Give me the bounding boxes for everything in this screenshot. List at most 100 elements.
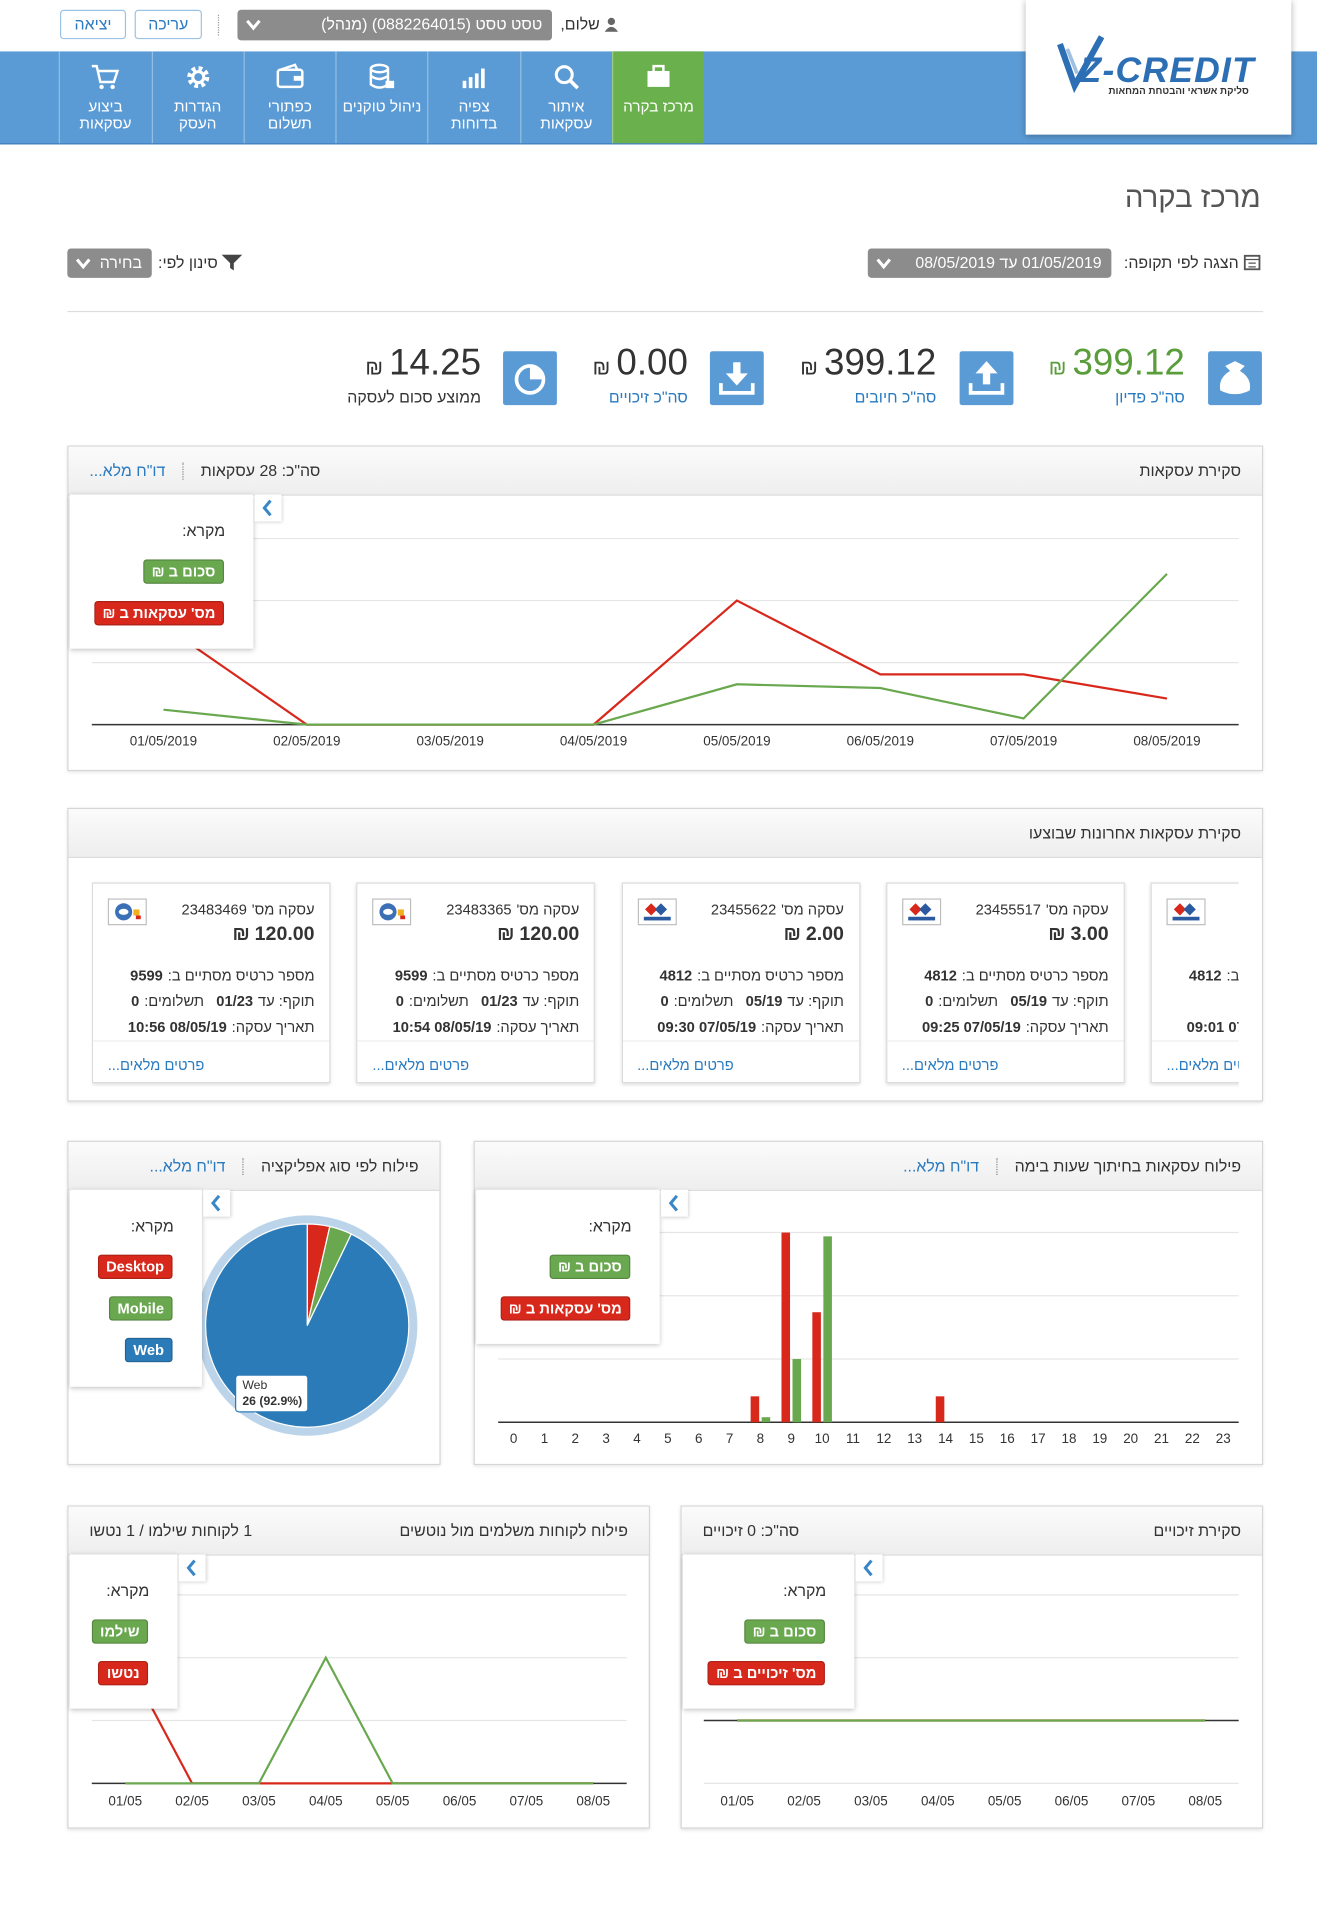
period-dropdown[interactable]: 01/05/2019 עד 08/05/2019 bbox=[867, 248, 1112, 278]
legend: מקרא: סכום ב ₪ מס' זיכויים ב ₪ bbox=[682, 1554, 855, 1709]
report-link[interactable]: דו"ח מלא... bbox=[89, 461, 166, 480]
icon-part bbox=[221, 254, 243, 271]
currency: ₪ bbox=[497, 924, 515, 945]
nav-item[interactable]: כפתורי תשלום bbox=[243, 51, 335, 144]
legend-entry: נטשו bbox=[98, 1660, 149, 1686]
icon-part bbox=[186, 1559, 196, 1577]
stat-currency: ₪ bbox=[800, 356, 818, 380]
transaction-id: 23455517 bbox=[975, 900, 1041, 918]
legend-entry: מס' זיכויים ב ₪ bbox=[707, 1660, 825, 1686]
stat-icon bbox=[959, 351, 1014, 406]
icon-part bbox=[514, 364, 546, 395]
transaction-date: 08/05/19 10:54 bbox=[392, 1018, 492, 1036]
expiry: 05/19 bbox=[1010, 992, 1048, 1010]
nav-label: איתור עסקאות bbox=[540, 97, 593, 133]
nav-item[interactable]: איתור עסקאות bbox=[519, 51, 612, 144]
legend: מקרא: Desktop Mobile Web bbox=[69, 1189, 202, 1387]
legend-title: מקרא: bbox=[588, 1216, 632, 1235]
user-icon bbox=[604, 17, 619, 32]
icon-part bbox=[652, 64, 665, 74]
label: תאריך עסקה: bbox=[761, 1018, 844, 1036]
label: תשלומים: bbox=[144, 992, 205, 1010]
nav-item[interactable]: הגדרות העסק bbox=[151, 51, 243, 144]
details-link[interactable]: פרטים מלאים... bbox=[901, 1056, 999, 1074]
icon-part bbox=[92, 64, 120, 84]
nav-item[interactable]: ניהול טוקנים bbox=[335, 51, 427, 144]
nav-item[interactable]: ביצוע עסקאות bbox=[58, 51, 151, 144]
chevron-path bbox=[246, 19, 261, 31]
card-amount-row: 2.00 ₪ bbox=[784, 924, 844, 946]
logo: Z-CREDIT סליקת אשראי והבטחת המחאות bbox=[1025, 0, 1292, 135]
details-link[interactable]: פרטים מלאים... bbox=[1166, 1056, 1238, 1074]
legend-entry: סכום ב ₪ bbox=[744, 1619, 825, 1644]
legend-entry: Desktop bbox=[97, 1254, 173, 1280]
stat-icon bbox=[503, 351, 557, 406]
icon-part bbox=[968, 361, 1005, 395]
icon-part bbox=[901, 898, 941, 926]
nav-label: ניהול טוקנים bbox=[342, 97, 422, 116]
card-number-row: מספר כרטיס מסתיים ב: 9599 bbox=[395, 967, 579, 984]
icon-part bbox=[190, 70, 205, 85]
stat-value: 399.12 ₪ bbox=[800, 343, 936, 385]
icon-part bbox=[463, 68, 486, 89]
icon-part bbox=[210, 1194, 221, 1212]
nav-icon bbox=[552, 62, 581, 97]
card-number-row: מספר כרטיס מסתיים ב:4812 bbox=[660, 967, 844, 984]
greeting: שלום, bbox=[560, 15, 619, 33]
card-terms-row: תוקף: עד 01/23 תשלומים: 0 bbox=[396, 993, 579, 1010]
transaction-date: 07/05/19 09:30 bbox=[657, 1018, 757, 1036]
legend-toggle[interactable] bbox=[254, 494, 282, 522]
panel-header bbox=[68, 1506, 649, 1556]
label: תאריך עסקה: bbox=[231, 1018, 315, 1036]
icon-part bbox=[975, 361, 998, 385]
card-id-row: עסקה מס' 23455622 bbox=[711, 901, 844, 918]
label: עסקה מס' bbox=[781, 900, 844, 918]
stat-label: סה"כ זיכויים bbox=[608, 388, 688, 407]
separator bbox=[217, 14, 220, 36]
label: תוקף: עד bbox=[787, 992, 844, 1010]
details-link[interactable]: פרטים מלאים... bbox=[372, 1056, 470, 1074]
report-link[interactable]: דו"ח מלא... bbox=[149, 1156, 226, 1176]
nav-label: ביצוע עסקאות bbox=[79, 97, 132, 133]
legend-toggle[interactable] bbox=[855, 1554, 883, 1582]
tooltip-value: 26 (92.9%) bbox=[242, 1395, 303, 1409]
period-value: 01/05/2019 עד 08/05/2019 bbox=[915, 253, 1102, 272]
icon-part bbox=[907, 916, 935, 921]
label: תוקף: עד bbox=[522, 992, 580, 1010]
stat-number: 399.12 bbox=[1072, 342, 1185, 384]
legend-toggle[interactable] bbox=[203, 1189, 231, 1217]
icon-part bbox=[210, 1194, 221, 1212]
legend-entry: שילמו bbox=[91, 1619, 149, 1644]
details-link[interactable]: פרטים מלאים... bbox=[107, 1056, 205, 1074]
label: מספר כרטיס מסתיים ב: bbox=[1226, 966, 1239, 985]
panel-header bbox=[68, 809, 1262, 859]
currency: ₪ bbox=[232, 924, 250, 945]
label: עסקה מס' bbox=[251, 900, 315, 918]
card-date-row: תאריך עסקה: 08/05/19 10:56 bbox=[128, 1018, 315, 1035]
edit-button[interactable]: עריכה bbox=[134, 9, 202, 40]
separator bbox=[242, 1157, 244, 1175]
icon-part bbox=[1219, 361, 1251, 395]
separator bbox=[996, 1157, 998, 1175]
icon-part bbox=[529, 365, 544, 380]
pie-tooltip: Web 26 (92.9%) bbox=[235, 1374, 309, 1413]
user-dropdown[interactable]: טסט טסט (0882264015) (מנהל) bbox=[237, 9, 553, 41]
legend-toggle[interactable] bbox=[178, 1554, 206, 1582]
details-link[interactable]: פרטים מלאים... bbox=[637, 1056, 734, 1074]
panel-header bbox=[681, 1506, 1262, 1556]
nav-item[interactable]: צפיה בדוחות bbox=[427, 51, 520, 144]
legend-toggle[interactable] bbox=[660, 1189, 688, 1217]
report-link[interactable]: דו"ח מלא... bbox=[903, 1156, 980, 1176]
icon-part bbox=[293, 75, 303, 81]
card-digits: 4812 bbox=[924, 966, 957, 985]
icon-part bbox=[668, 1194, 679, 1212]
nav-item[interactable]: מרכז בקרה bbox=[611, 51, 704, 144]
filter-dropdown[interactable]: בחירה bbox=[67, 248, 152, 278]
legend: מקרא: שילמו נטשו bbox=[69, 1554, 178, 1709]
transaction-date: 08/05/19 10:56 bbox=[127, 1018, 227, 1036]
card-date-row: תאריך עסקה:07/05/19 09:01 bbox=[1187, 1018, 1239, 1035]
logout-button[interactable]: יציאה bbox=[59, 9, 127, 40]
panel-tools: דו"ח מלא... סה"כ: 28 עסקאות bbox=[89, 461, 320, 479]
label: עסקה מס' bbox=[1045, 900, 1109, 918]
